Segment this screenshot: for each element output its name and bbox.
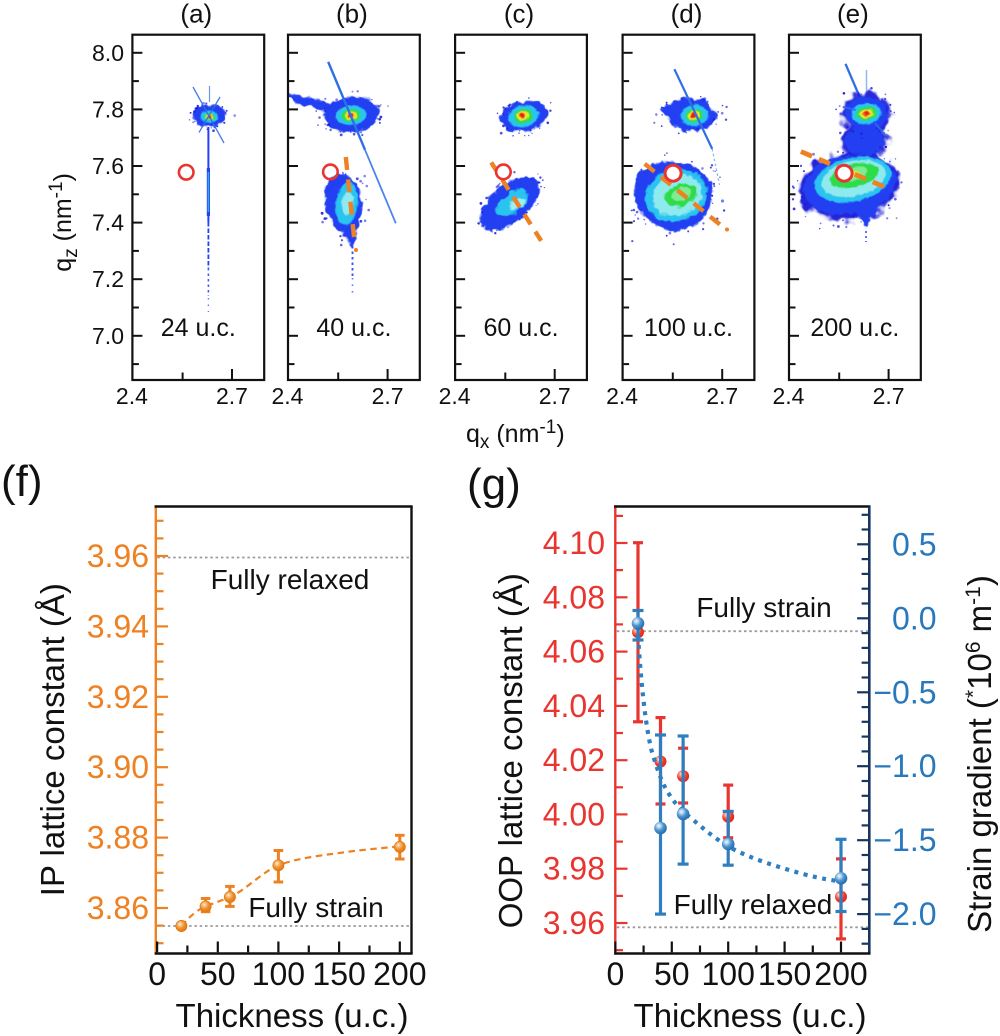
svg-text:7.0: 7.0: [92, 323, 124, 349]
svg-text:0.5: 0.5: [892, 526, 936, 562]
svg-text:100 u.c.: 100 u.c.: [644, 314, 733, 342]
svg-text:4.02: 4.02: [543, 742, 605, 778]
svg-text:100: 100: [702, 956, 755, 992]
svg-text:2.4: 2.4: [606, 383, 638, 409]
svg-text:40 u.c.: 40 u.c.: [316, 314, 391, 342]
svg-text:4.10: 4.10: [543, 525, 605, 561]
svg-text:4.00: 4.00: [543, 796, 605, 832]
svg-text:3.92: 3.92: [87, 679, 149, 715]
svg-text:Strain gradient (*106 m-1): Strain gradient (*106 m-1): [961, 575, 998, 933]
svg-text:2.4: 2.4: [116, 383, 148, 409]
svg-text:4.08: 4.08: [543, 579, 605, 615]
svg-text:7.2: 7.2: [92, 266, 124, 292]
svg-text:−2.0: −2.0: [873, 896, 936, 932]
svg-text:24 u.c.: 24 u.c.: [161, 314, 236, 342]
svg-text:2.7: 2.7: [539, 383, 571, 409]
svg-text:Fully strain: Fully strain: [248, 892, 383, 923]
svg-text:150: 150: [312, 956, 365, 992]
svg-text:200: 200: [373, 956, 426, 992]
svg-text:−1.5: −1.5: [873, 822, 936, 858]
svg-text:3.90: 3.90: [87, 749, 149, 785]
svg-text:200 u.c.: 200 u.c.: [810, 314, 899, 342]
svg-text:150: 150: [758, 956, 811, 992]
svg-text:−0.5: −0.5: [873, 674, 936, 710]
svg-text:200: 200: [814, 956, 867, 992]
svg-text:(e): (e): [837, 0, 869, 28]
svg-text:60 u.c.: 60 u.c.: [483, 314, 558, 342]
svg-text:2.4: 2.4: [439, 383, 471, 409]
svg-text:2.7: 2.7: [372, 383, 404, 409]
svg-text:−1.0: −1.0: [873, 748, 936, 784]
svg-text:0: 0: [148, 956, 166, 992]
svg-text:4.06: 4.06: [543, 634, 605, 670]
svg-text:Thickness (u.c.): Thickness (u.c.): [176, 997, 409, 1034]
svg-text:(f): (f): [1, 457, 43, 506]
svg-text:3.96: 3.96: [87, 538, 149, 574]
svg-text:(d): (d): [671, 0, 703, 28]
svg-text:0.0: 0.0: [892, 600, 936, 636]
svg-text:Fully relaxed: Fully relaxed: [674, 889, 833, 920]
svg-text:IP lattice constant (Å): IP lattice constant (Å): [34, 583, 71, 896]
svg-text:7.8: 7.8: [92, 96, 124, 122]
svg-text:Fully strain: Fully strain: [696, 592, 831, 623]
svg-text:8.0: 8.0: [92, 40, 124, 66]
svg-text:(c): (c): [504, 0, 534, 28]
svg-text:50: 50: [200, 956, 236, 992]
svg-text:7.4: 7.4: [92, 210, 124, 236]
svg-text:3.86: 3.86: [87, 890, 149, 926]
svg-text:(b): (b): [336, 0, 368, 28]
svg-text:(g): (g): [467, 460, 521, 509]
svg-text:(a): (a): [180, 0, 212, 28]
svg-text:Thickness (u.c.): Thickness (u.c.): [634, 997, 867, 1034]
svg-text:3.94: 3.94: [87, 608, 149, 644]
svg-text:4.04: 4.04: [543, 688, 605, 724]
svg-text:3.88: 3.88: [87, 820, 149, 856]
svg-text:2.7: 2.7: [706, 383, 738, 409]
svg-text:Fully relaxed: Fully relaxed: [211, 564, 370, 595]
svg-text:2.7: 2.7: [216, 383, 248, 409]
svg-text:7.6: 7.6: [92, 153, 124, 179]
svg-text:100: 100: [252, 956, 305, 992]
svg-text:0: 0: [607, 956, 625, 992]
svg-text:OOP lattice constant (Å): OOP lattice constant (Å): [492, 573, 529, 928]
svg-text:2.7: 2.7: [873, 383, 905, 409]
svg-text:2.4: 2.4: [272, 383, 304, 409]
svg-text:50: 50: [654, 956, 690, 992]
svg-text:3.96: 3.96: [543, 905, 605, 941]
svg-text:2.4: 2.4: [773, 383, 805, 409]
svg-text:3.98: 3.98: [543, 851, 605, 887]
